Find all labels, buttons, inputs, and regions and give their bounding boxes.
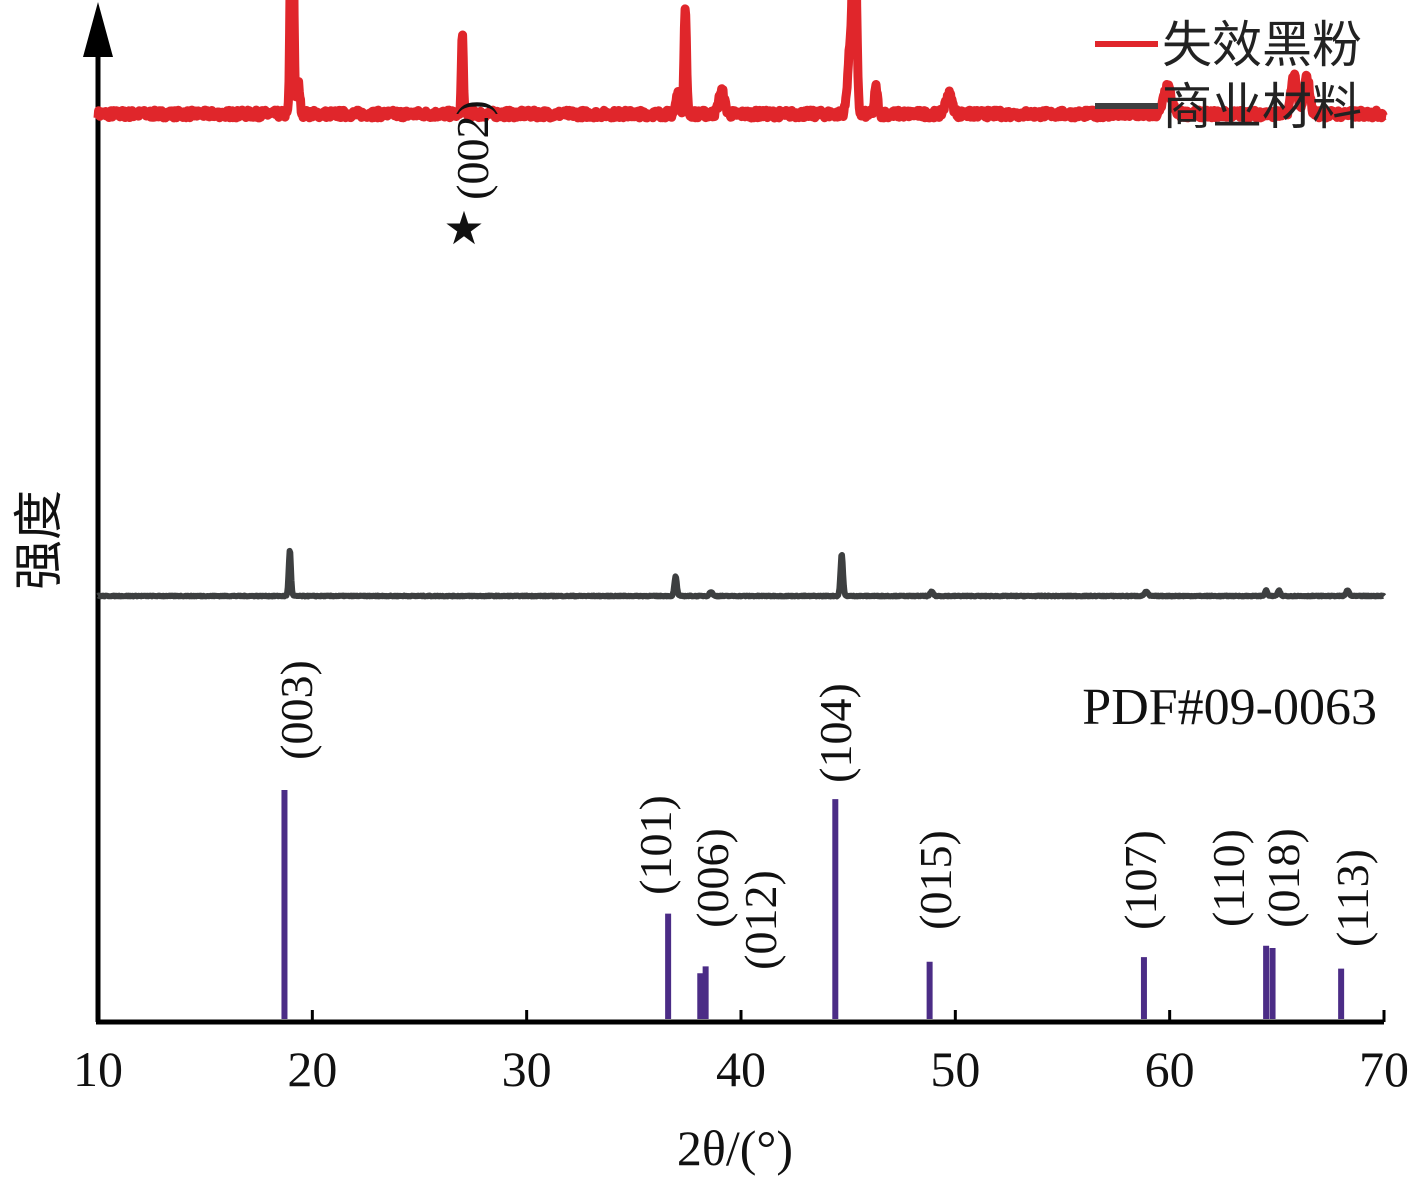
hkl-label: (104) [810, 683, 861, 783]
series-line-0 [93, 0, 1388, 123]
hkl-label: (018) [1258, 828, 1309, 928]
hkl-label: (101) [630, 795, 681, 895]
x-tick-label: 30 [502, 1041, 552, 1097]
hkl-label: (107) [1115, 830, 1166, 930]
hkl-label: (012) [735, 870, 786, 970]
x-tick-label: 10 [73, 1041, 123, 1097]
legend: 失效黑粉 商业材料 [1095, 16, 1362, 136]
series-layer [93, 0, 1388, 600]
reference-peaks-layer: (003) (101) (006)(012) (104) (015) (107) (110)… [271, 660, 1378, 1019]
x-tick-label: 70 [1359, 1041, 1409, 1097]
series-line-1 [95, 547, 1387, 600]
hkl-label: (110) [1203, 829, 1254, 927]
x-tick-label: 60 [1145, 1041, 1195, 1097]
hkl-label: (003) [271, 660, 322, 760]
x-tick-label: 20 [287, 1041, 337, 1097]
legend-label-series-0: 失效黑粉 [1162, 16, 1362, 74]
x-axis-label: 2θ/(°) [677, 1120, 793, 1176]
y-axis-label: 强度 [11, 490, 67, 590]
hkl-label: (015) [910, 830, 961, 930]
x-tick-label: 40 [716, 1041, 766, 1097]
y-axis-arrow-icon [83, 2, 113, 57]
legend-label-series-1: 商业材料 [1162, 78, 1362, 136]
reference-card-label: PDF#09-0063 [1082, 679, 1377, 736]
x-axis-ticks: 10 20 30 40 50 60 70 [73, 1010, 1409, 1097]
hkl-label: (006) [687, 828, 738, 928]
x-tick-label: 50 [930, 1041, 980, 1097]
star-marker-icon: ★ [443, 203, 484, 254]
hkl-label: (113) [1327, 849, 1378, 947]
star-annotation-label: (002) [447, 100, 498, 200]
